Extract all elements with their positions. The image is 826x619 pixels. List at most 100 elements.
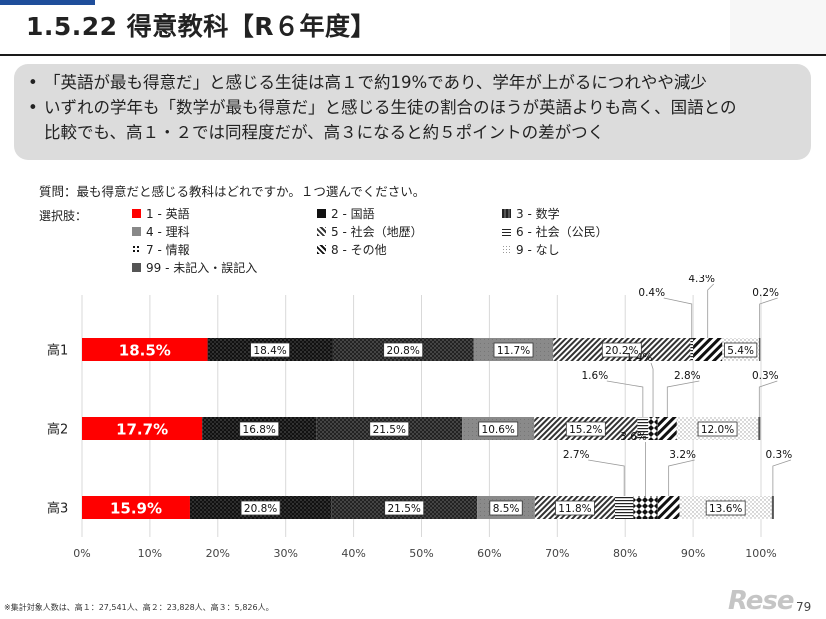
- callout-line: [707, 283, 714, 338]
- corner-watermark: [730, 0, 826, 56]
- data-label-box: [384, 500, 425, 516]
- callout-line: [588, 459, 625, 496]
- callout-line: [758, 380, 778, 417]
- legend-swatch: [132, 245, 141, 254]
- legend-label: 99 - 未記入・誤記入: [146, 261, 258, 275]
- data-label: 15.2%: [569, 424, 602, 436]
- x-tick-label: 20%: [206, 547, 230, 560]
- data-label: 13.6%: [709, 503, 742, 515]
- data-label-box: [724, 342, 758, 358]
- chart-data-labels: 18.5% 18.4% 20.8% 11.7% 20.2% 0.4% 4.3% 5.4% 0.2…: [110, 275, 792, 518]
- footnote: ※集計対象人数は、高１：27,541人、高２：23,828人、高３：5,826人…: [4, 603, 274, 612]
- data-label: 0.3%: [752, 370, 779, 382]
- bar-segment: [82, 417, 203, 440]
- data-label-box: [493, 342, 534, 358]
- data-label: 20.2%: [605, 345, 638, 357]
- bar-segment: [758, 417, 761, 440]
- legend-label: 8 - その他: [331, 243, 387, 257]
- legend-swatch: [132, 209, 141, 218]
- chart-axis: 0% 10% 20% 30% 40% 50% 60% 70% 80% 90% 100% 高1 高2 高3: [47, 343, 777, 561]
- chart-legend: 1 - 英語 2 - 国語 3 - 数学 4 - 理科 5 - 社会（地歴） 6 - 社会…: [132, 205, 652, 275]
- bar-segment: [693, 338, 723, 361]
- summary-bullet-2-continued: 比較でも、高１・２では同程度だが、高３になると約５ポイントの差がつく: [44, 123, 605, 142]
- bar-segment: [657, 417, 677, 440]
- legend-swatch: [502, 245, 511, 254]
- data-label-box: [555, 500, 595, 516]
- callout-line: [759, 297, 778, 338]
- data-label: 20.8%: [244, 503, 277, 515]
- data-label: 11.7%: [497, 345, 530, 357]
- legend-item: 6 - 社会（公民）: [502, 223, 608, 240]
- legend-item: 99 - 未記入・誤記入: [132, 259, 257, 276]
- x-tick-label: 40%: [341, 547, 365, 560]
- callout-line: [606, 380, 644, 417]
- data-label: 5.4%: [727, 345, 754, 357]
- data-label: 16.8%: [243, 424, 276, 436]
- data-label: 2.8%: [674, 370, 701, 382]
- data-label-box: [478, 421, 519, 437]
- data-label: 18.5%: [119, 342, 171, 360]
- category-label: 高1: [47, 343, 68, 359]
- data-label: 0.2%: [752, 287, 779, 299]
- legend-item: 7 - 情報: [132, 241, 190, 258]
- data-label-box: [383, 342, 424, 358]
- bar-segment: [82, 338, 208, 361]
- x-tick-label: 30%: [273, 547, 297, 560]
- legend-item: 1 - 英語: [132, 205, 190, 222]
- legend-swatch: [317, 245, 326, 254]
- data-label-box: [250, 342, 290, 358]
- x-tick-label: 50%: [409, 547, 433, 560]
- x-tick-label: 10%: [138, 547, 162, 560]
- summary-box: 「英語が最も得意だ」と感じる生徒は高１で約19%であり、学年が上がるにつれやや減…: [14, 64, 811, 160]
- bar-segment: [82, 496, 190, 519]
- legend-label: 6 - 社会（公民）: [516, 225, 608, 239]
- data-label-box: [601, 342, 642, 358]
- data-label-box: [369, 421, 410, 437]
- data-label: 21.5%: [388, 503, 421, 515]
- legend-swatch: [502, 227, 511, 236]
- legend-item: 8 - その他: [317, 241, 387, 258]
- header-accent-bar: [0, 0, 95, 5]
- data-label: 12.0%: [701, 424, 734, 436]
- data-label: 2.7%: [563, 449, 590, 461]
- legend-item: 5 - 社会（地歴）: [317, 223, 423, 240]
- legend-swatch: [317, 209, 326, 218]
- data-label: 21.5%: [373, 424, 406, 436]
- choices-label: 選択肢：: [39, 209, 88, 223]
- page-title: 1.5.22 得意教科【R６年度】: [26, 12, 377, 41]
- legend-item: 3 - 数学: [502, 205, 560, 222]
- bar-segment: [771, 496, 774, 519]
- legend-label: 2 - 国語: [331, 207, 375, 221]
- legend-swatch: [502, 209, 511, 218]
- callout-line: [650, 362, 654, 417]
- legend-item: 9 - なし: [502, 241, 560, 258]
- callout-line: [668, 459, 695, 496]
- bar-segment: [690, 338, 694, 361]
- data-label: 3.6%: [620, 431, 647, 443]
- bar-segment: [633, 496, 658, 519]
- data-label: 1.4%: [626, 352, 653, 364]
- x-tick-label: 100%: [745, 547, 776, 560]
- stacked-bar-chart: 18.5% 18.4% 20.8% 11.7% 20.2% 0.4% 4.3% 5.4% 0.2…: [47, 275, 792, 561]
- bar-segment: [615, 496, 634, 519]
- callout-line: [663, 297, 693, 338]
- data-label: 17.7%: [116, 421, 168, 439]
- legend-item: 4 - 理科: [132, 223, 190, 240]
- callout-line: [772, 459, 792, 496]
- legend-swatch: [132, 263, 141, 272]
- category-label: 高3: [47, 501, 68, 517]
- legend-swatch: [132, 227, 141, 236]
- x-tick-label: 70%: [545, 547, 569, 560]
- data-label: 0.3%: [766, 449, 793, 461]
- legend-label: 4 - 理科: [146, 225, 190, 239]
- data-label-box: [489, 500, 523, 516]
- legend-label: 1 - 英語: [146, 207, 190, 221]
- title-divider: [0, 54, 826, 56]
- resemom-logo: Rese: [728, 586, 794, 616]
- summary-bullet-2: いずれの学年も「数学が最も得意だ」と感じる生徒の割合のほうが英語よりも高く、国語…: [28, 95, 801, 120]
- data-label-box: [240, 500, 281, 516]
- data-label-box: [239, 421, 280, 437]
- data-label: 0.4%: [638, 287, 665, 299]
- chart-bars: [82, 338, 774, 519]
- data-label: 4.3%: [688, 275, 715, 285]
